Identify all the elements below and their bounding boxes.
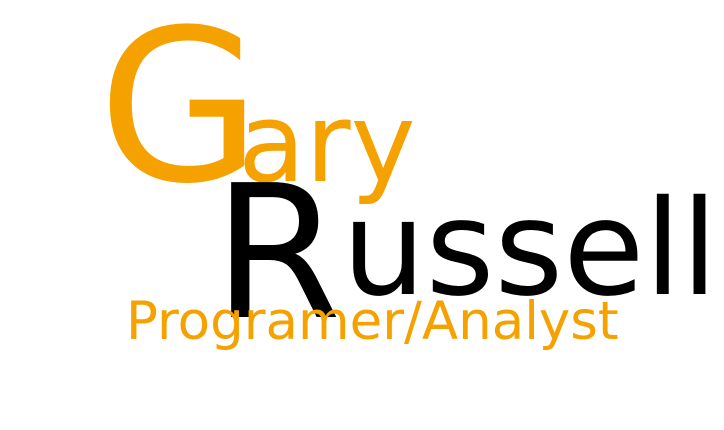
- last-name-initial: R: [213, 145, 342, 361]
- last-name-rest: ussell: [342, 172, 718, 326]
- job-title: Programer/Analyst: [126, 291, 619, 352]
- first-name-rest: ary: [238, 79, 416, 207]
- first-name-initial: G: [98, 0, 262, 230]
